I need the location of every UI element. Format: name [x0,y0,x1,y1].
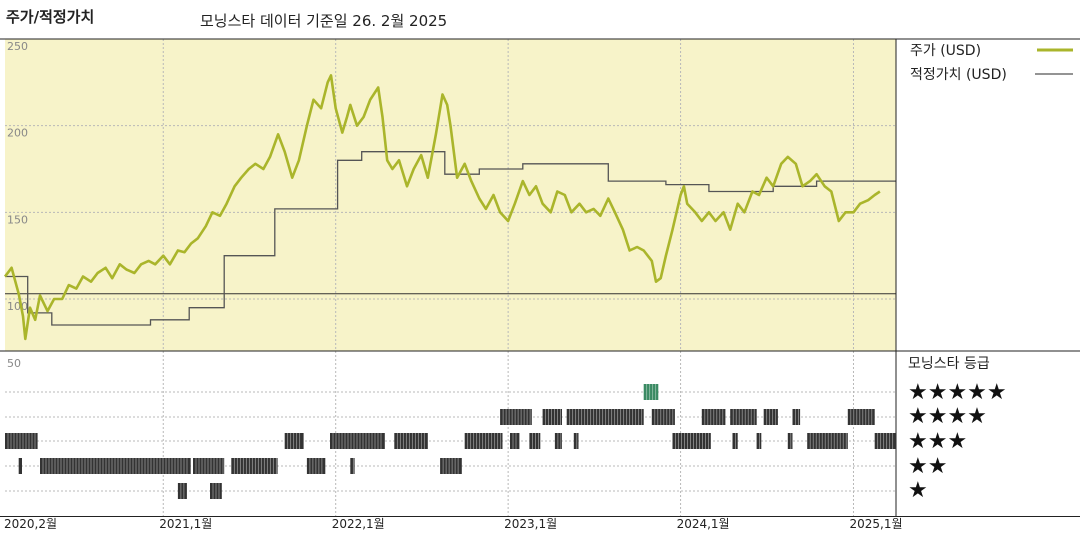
rating-segment [756,433,762,449]
rating-segment [807,433,848,449]
rating-segment [177,483,187,499]
rating-segment [787,433,793,449]
rating-segment [350,458,355,474]
rating-segment [5,433,38,449]
star-row-4: ★★★★ [908,404,987,429]
x-tick-label: 2021,1월 [159,517,212,531]
fair-value-line [5,151,896,326]
rating-segment [573,433,579,449]
star-row-1: ★ [908,478,928,503]
price-y-tick-label: 200 [7,127,28,140]
x-tick-label: 2023,1월 [504,517,557,531]
price-y-tick-label: 100 [7,300,28,313]
x-tick-label: 2020,2월 [4,517,57,531]
rating-segment [847,409,875,425]
rating-segment [231,458,278,474]
rating-segment [730,409,757,425]
rating-segment [394,433,428,449]
x-tick-label: 2025,1월 [849,517,902,531]
rating-segment [874,433,896,449]
rating-segment [792,409,801,425]
rating-segment [18,458,22,474]
chart-title: 주가/적정가치 [6,8,94,26]
price-panel-background [5,39,896,351]
x-axis-labels: 2020,2월 2021,1월 2022,1월 2023,1월 2024,1월 2025,… [4,517,903,531]
price-series [3,74,881,341]
rating-segment [330,433,385,449]
fair-value-series [5,151,896,326]
star-row-2: ★★ [908,454,947,479]
rating-series [5,384,896,499]
price-y-tick-label: 150 [7,213,28,226]
rating-segment [732,433,738,449]
rating-legend-title: 모닝스타 등급 [908,356,990,372]
x-tick-label: 2022,1월 [332,517,385,531]
price-y-axis: 250 200 150 100 [7,40,28,313]
rating-segment [651,409,675,425]
legend-price-label: 주가 (USD) [910,43,981,59]
star-row-3: ★★★ [908,429,967,454]
rating-segment [284,433,304,449]
star-row-5: ★★★★★ [908,380,1007,405]
rating-panel-grid [5,391,896,492]
rating-segment [672,433,711,449]
rating-segment [510,433,520,449]
rating-segment [554,433,562,449]
legend-fair-value-label: 적정가치 (USD) [910,67,1007,83]
price-y-tick-label: 250 [7,40,28,53]
rating-segment [529,433,541,449]
price-line [3,74,881,341]
x-tick-label: 2024,1월 [677,517,730,531]
rating-segment [566,409,644,425]
rating-segment [193,458,225,474]
rating-axis-label: 50 [7,357,21,370]
chart-subtitle: 모닝스타 데이터 기준일 26. 2월 2025 [200,12,447,30]
rating-segment [464,433,503,449]
rating-segment [763,409,778,425]
rating-segment [542,409,562,425]
rating-segment [440,458,462,474]
rating-segment [643,384,659,400]
